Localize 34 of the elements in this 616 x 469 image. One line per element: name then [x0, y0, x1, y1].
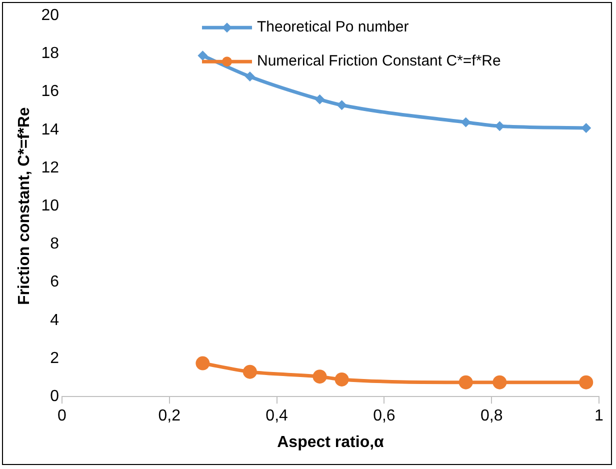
x-tick-label: 0,8	[480, 408, 503, 425]
x-axis-title: Aspect ratio,α	[277, 434, 384, 451]
point	[460, 117, 471, 128]
y-tick-label: 14	[41, 121, 60, 138]
point	[336, 100, 347, 110]
point	[581, 122, 592, 133]
point	[579, 375, 594, 390]
legend-label: Theoretical Po number	[256, 18, 409, 36]
y-tick-label: 4	[50, 312, 60, 329]
y-tick-label: 18	[41, 45, 60, 62]
y-tick-label: 10	[41, 198, 60, 215]
y-tick-label: 2	[50, 350, 60, 367]
y-axis-title: Friction constant, C*=f*Re	[16, 107, 34, 306]
y-tick-label: 20	[41, 7, 60, 24]
x-tick-label: 0,2	[158, 408, 181, 425]
y-tick-label: 6	[50, 274, 60, 291]
point	[198, 50, 208, 61]
y-tick-label: 16	[41, 83, 60, 100]
x-tick-label: 0,6	[373, 408, 396, 425]
point	[334, 372, 349, 386]
point	[244, 72, 255, 82]
y-tick-label: 12	[41, 159, 60, 176]
x-tick-label: 0,4	[266, 408, 288, 425]
y-tick-label: 8	[50, 236, 60, 253]
point	[494, 121, 505, 132]
point	[492, 375, 507, 390]
y-tick-label: 0	[50, 388, 60, 406]
point	[242, 364, 257, 379]
point	[314, 94, 325, 104]
x-tick-label: 1	[594, 408, 604, 425]
point	[312, 370, 327, 384]
point	[196, 356, 210, 370]
point	[458, 375, 473, 390]
legend-label: Numerical Friction Constant C*=f*Re	[256, 52, 501, 70]
